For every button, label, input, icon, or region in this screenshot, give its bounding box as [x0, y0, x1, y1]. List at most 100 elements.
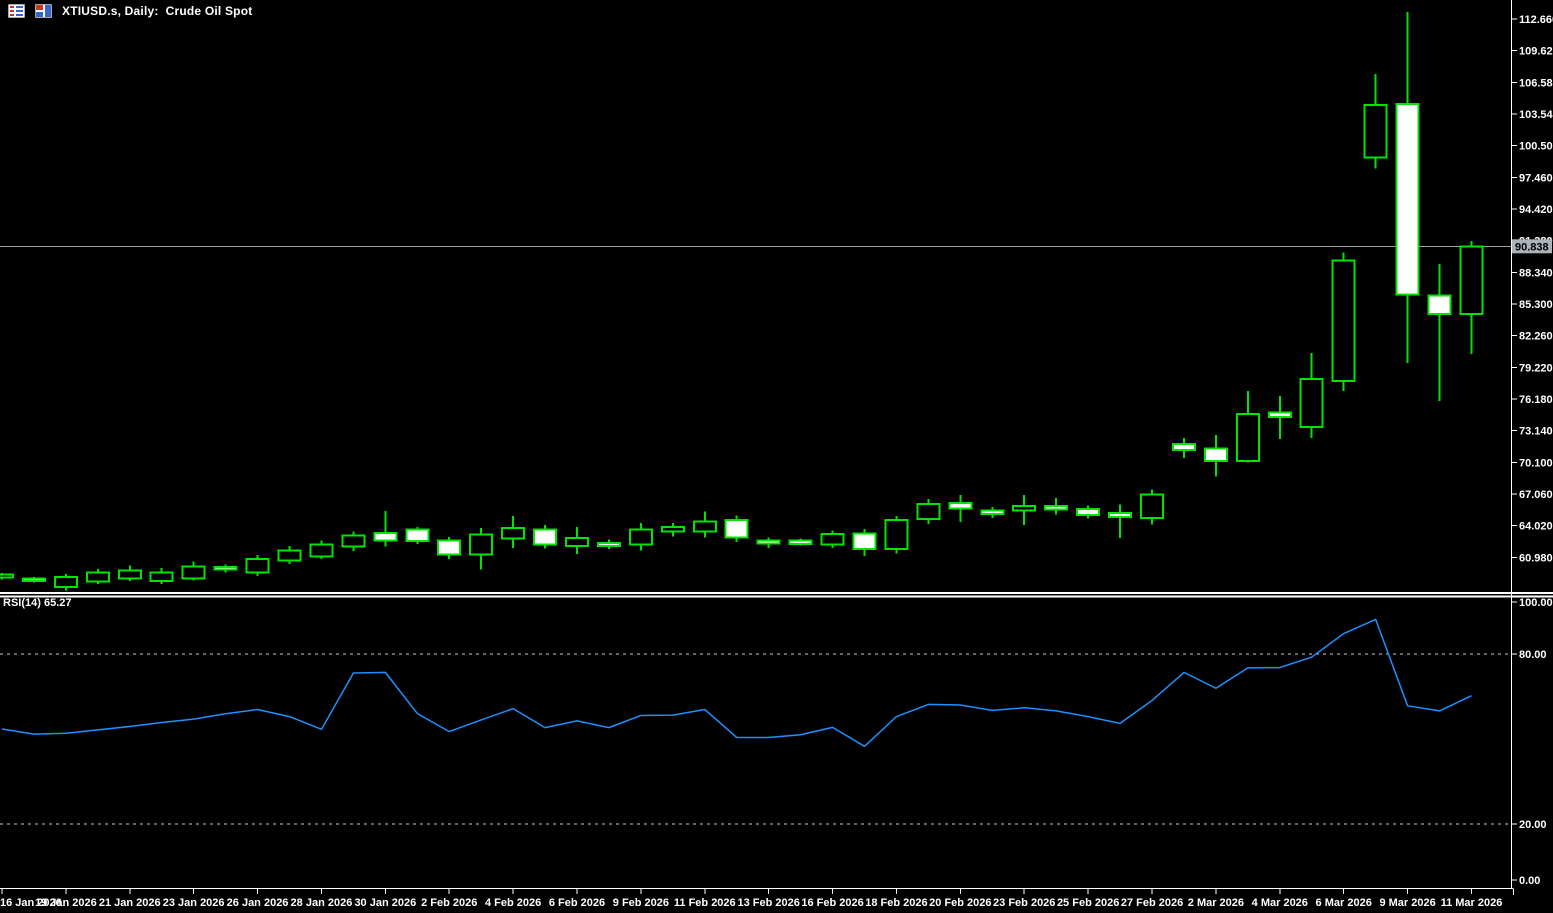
panel-separator: [0, 592, 1553, 598]
svg-text:80.00: 80.00: [1519, 649, 1547, 661]
svg-text:20.00: 20.00: [1519, 819, 1547, 831]
price-axis[interactable]: 112.660 109.620 106.580 103.540 100.500 97.46…: [1511, 0, 1553, 889]
candle: [628, 522, 653, 551]
svg-text:64.020: 64.020: [1519, 521, 1553, 533]
svg-text:26 Jan 2026: 26 Jan 2026: [227, 897, 289, 909]
svg-text:28 Jan 2026: 28 Jan 2026: [291, 897, 353, 909]
table-icon[interactable]: [7, 3, 26, 19]
svg-text:94.420: 94.420: [1519, 204, 1553, 216]
svg-text:100.500: 100.500: [1519, 141, 1553, 153]
svg-text:11 Feb 2026: 11 Feb 2026: [674, 897, 736, 909]
candle: [724, 515, 749, 542]
candle: [245, 554, 270, 576]
candle: [1235, 390, 1260, 463]
candle: [1044, 497, 1069, 515]
svg-text:2 Mar 2026: 2 Mar 2026: [1188, 897, 1244, 909]
candle: [1012, 494, 1037, 526]
candle: [1171, 438, 1196, 459]
candle: [565, 526, 590, 555]
rsi-levels: [0, 653, 1511, 825]
svg-text:13 Feb 2026: 13 Feb 2026: [737, 897, 799, 909]
svg-text:109.620: 109.620: [1519, 46, 1553, 58]
svg-text:112.660: 112.660: [1519, 14, 1553, 26]
candle: [405, 527, 430, 544]
candle: [1363, 74, 1388, 169]
svg-text:18 Feb 2026: 18 Feb 2026: [865, 897, 927, 909]
svg-text:76.180: 76.180: [1519, 394, 1553, 406]
rsi-name: RSI(14): [3, 597, 41, 609]
candle: [1140, 489, 1165, 525]
svg-text:85.300: 85.300: [1519, 299, 1553, 311]
svg-text:30 Jan 2026: 30 Jan 2026: [354, 897, 416, 909]
candle: [181, 561, 206, 581]
candle: [1427, 263, 1452, 401]
svg-text:23 Jan 2026: 23 Jan 2026: [163, 897, 225, 909]
svg-text:67.060: 67.060: [1519, 489, 1553, 501]
candle: [1076, 505, 1101, 519]
svg-text:73.140: 73.140: [1519, 426, 1553, 438]
rsi-axis[interactable]: 100.00 80.00 20.00 0.00: [1511, 597, 1553, 887]
svg-text:6 Mar 2026: 6 Mar 2026: [1316, 897, 1372, 909]
svg-text:23 Feb 2026: 23 Feb 2026: [993, 897, 1055, 909]
candle: [117, 565, 142, 581]
candle: [980, 507, 1005, 518]
candle: [1331, 252, 1356, 391]
svg-text:9 Feb 2026: 9 Feb 2026: [613, 897, 669, 909]
candle: [948, 494, 973, 522]
svg-text:79.220: 79.220: [1519, 362, 1553, 374]
rsi-value: 65.27: [43, 597, 72, 609]
chart-title: XTIUSD.s, Daily: Crude Oil Spot: [62, 4, 253, 18]
svg-text:25 Feb 2026: 25 Feb 2026: [1057, 897, 1119, 909]
svg-text:97.460: 97.460: [1519, 172, 1553, 184]
rsi-line: [1, 618, 1472, 748]
candle: [309, 540, 334, 559]
svg-text:106.580: 106.580: [1519, 77, 1553, 89]
candle: [437, 537, 462, 560]
candle: [1395, 12, 1420, 363]
svg-text:16 Jan 2026: 16 Jan 2026: [0, 897, 62, 909]
candle: [1108, 504, 1133, 538]
svg-text:4 Mar 2026: 4 Mar 2026: [1252, 897, 1308, 909]
candle: [1459, 241, 1484, 355]
svg-text:4 Feb 2026: 4 Feb 2026: [485, 897, 541, 909]
svg-text:90.838: 90.838: [1515, 241, 1549, 253]
candle: [756, 537, 781, 548]
candle: [21, 576, 46, 583]
svg-text:16 Feb 2026: 16 Feb 2026: [801, 897, 863, 909]
svg-text:82.260: 82.260: [1519, 331, 1553, 343]
svg-text:100.00: 100.00: [1519, 597, 1553, 609]
chart-header: XTIUSD.s, Daily: Crude Oil Spot: [7, 3, 253, 19]
candle: [916, 499, 941, 524]
current-price-label: 90.838: [1512, 239, 1552, 254]
bar-chart-icon[interactable]: [34, 3, 53, 19]
candle: [341, 531, 366, 551]
candle: [692, 511, 717, 538]
candle: [501, 515, 526, 548]
svg-text:0.00: 0.00: [1519, 875, 1540, 887]
candle: [852, 529, 877, 557]
svg-text:88.340: 88.340: [1519, 267, 1553, 279]
svg-text:27 Feb 2026: 27 Feb 2026: [1121, 897, 1183, 909]
candle: [85, 568, 110, 585]
svg-text:6 Feb 2026: 6 Feb 2026: [549, 897, 605, 909]
candle: [820, 530, 845, 548]
candle: [788, 538, 813, 546]
svg-text:21 Jan 2026: 21 Jan 2026: [99, 897, 161, 909]
svg-text:70.100: 70.100: [1519, 457, 1553, 469]
candle: [1267, 395, 1292, 440]
svg-text:60.980: 60.980: [1519, 552, 1553, 564]
candle: [533, 525, 558, 549]
candle: [469, 527, 494, 570]
rsi-indicator-label: RSI(14) 65.27: [3, 597, 72, 609]
svg-text:2 Feb 2026: 2 Feb 2026: [421, 897, 477, 909]
candle: [1299, 352, 1324, 438]
candle: [596, 539, 621, 549]
candle: [0, 572, 14, 580]
svg-text:11 Mar 2026: 11 Mar 2026: [1441, 897, 1503, 909]
candles-layer: [0, 12, 1484, 591]
svg-text:103.540: 103.540: [1519, 109, 1553, 121]
svg-text:9 Mar 2026: 9 Mar 2026: [1379, 897, 1435, 909]
